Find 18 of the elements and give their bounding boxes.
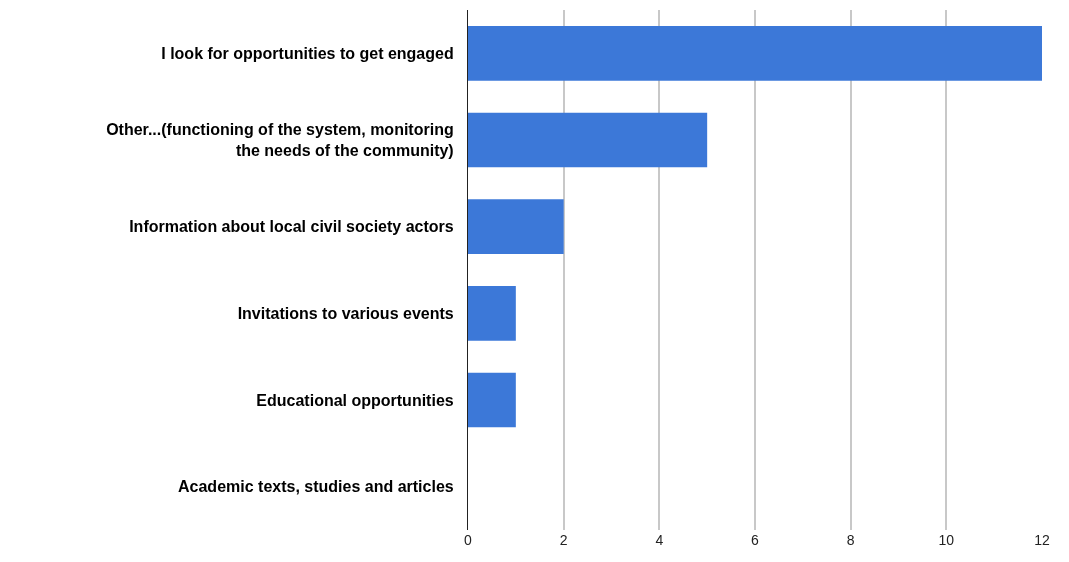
bar [468,372,516,428]
x-tick-label: 4 [655,532,664,548]
y-tick-label: Academic texts, studies and articles [178,478,454,496]
y-tick-label: Other...(functioning of the system, monitoring the needs of the community) [106,121,454,159]
y-tick-label: Invitations to various events [237,304,454,322]
y-tick-label: Educational opportunities [256,391,454,409]
x-tick-label: 0 [464,532,473,548]
y-tick-label: Information about local civil society actors [129,218,454,236]
bar [468,112,708,168]
x-tick-label: 6 [751,532,760,548]
bar [468,26,1042,81]
bar [468,199,564,254]
x-tick-label: 8 [846,532,855,548]
bar [468,286,516,341]
x-tick-label: 12 [1034,532,1050,548]
y-tick-label: I look for opportunities to get engaged [161,44,454,62]
x-tick-label: 10 [938,532,955,548]
x-tick-label: 2 [559,532,568,548]
